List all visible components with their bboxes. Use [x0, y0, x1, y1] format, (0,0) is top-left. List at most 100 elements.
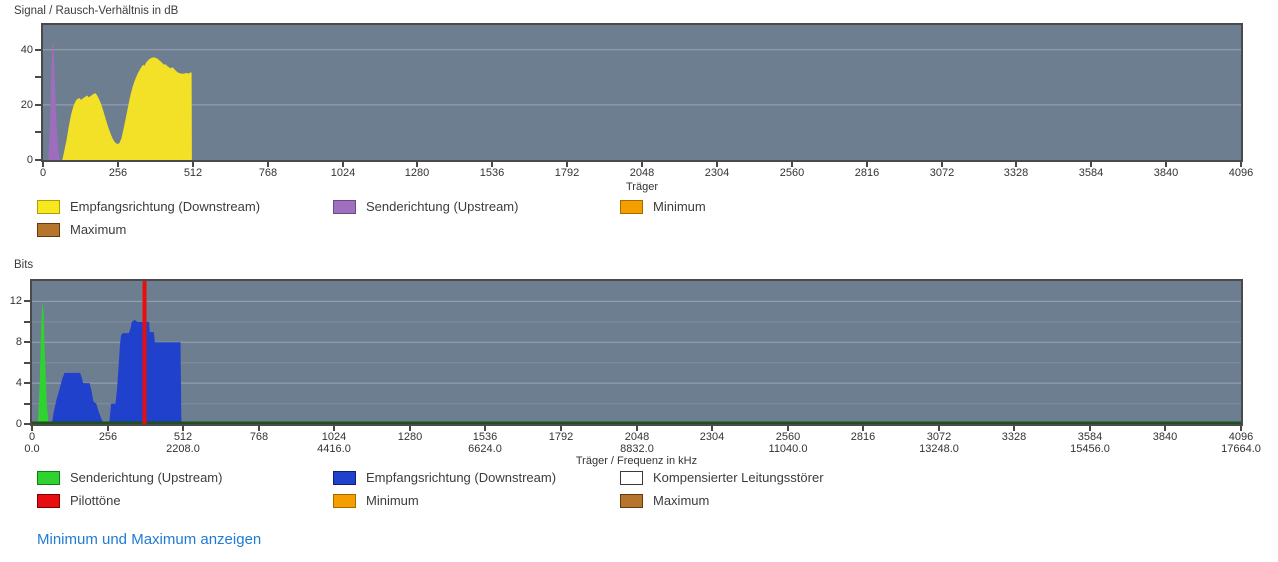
x-tick-mark — [866, 162, 868, 167]
x-tick-mark — [409, 426, 411, 431]
x-tick-label: 1024 — [330, 167, 356, 179]
y-tick-label: 4 — [15, 377, 22, 389]
legend-item: Senderichtung (Upstream) — [333, 199, 620, 214]
snr-xaxis-title: Träger — [626, 181, 658, 193]
x-tick-mark — [1015, 162, 1017, 167]
x-tick-label: 512 2208.0 — [166, 431, 200, 455]
bits-plot-area — [30, 279, 1243, 426]
x-tick-mark — [787, 426, 789, 431]
x-tick-label: 3328 — [1003, 167, 1029, 179]
x-tick-label: 3584 15456.0 — [1070, 431, 1110, 455]
y-tick-mark — [24, 341, 30, 343]
x-tick-label: 0 0.0 — [24, 431, 40, 455]
x-tick-mark — [333, 426, 335, 431]
y-tick-mark — [35, 131, 41, 133]
downstream-swatch-icon — [37, 199, 60, 214]
x-tick-mark — [1090, 162, 1092, 167]
x-tick-label: 256 — [98, 431, 118, 443]
x-tick-mark — [117, 162, 119, 167]
x-tick-mark — [862, 426, 864, 431]
legend-label: Minimum — [653, 199, 706, 214]
x-tick-label: 2816 — [854, 167, 880, 179]
x-tick-mark — [1240, 162, 1242, 167]
x-tick-mark — [107, 426, 109, 431]
legend-item: Minimum — [333, 493, 620, 508]
x-tick-label: 3328 — [1001, 431, 1027, 443]
legend-item: Pilottöne — [37, 493, 333, 508]
maximum-swatch-icon — [37, 222, 60, 237]
legend-item: Senderichtung (Upstream) — [37, 470, 333, 485]
x-tick-label: 2816 — [850, 431, 876, 443]
x-tick-mark — [416, 162, 418, 167]
upstream-swatch-icon — [37, 470, 60, 485]
x-tick-mark — [938, 426, 940, 431]
x-tick-label: 3584 — [1078, 167, 1104, 179]
legend-item: Empfangsrichtung (Downstream) — [333, 470, 620, 485]
show-minimum-maximum-link[interactable]: Minimum und Maximum anzeigen — [37, 531, 262, 548]
x-tick-label: 2560 — [779, 167, 805, 179]
pilottoene-swatch-icon — [37, 493, 60, 508]
x-tick-label: 2560 11040.0 — [768, 431, 808, 455]
x-tick-mark — [267, 162, 269, 167]
snr-plot-area — [41, 23, 1243, 162]
legend-label: Empfangsrichtung (Downstream) — [70, 199, 261, 214]
downstream-swatch-icon — [333, 470, 356, 485]
legend-label: Kompensierter Leitungsstörer — [653, 470, 824, 485]
y-tick-mark — [24, 403, 30, 405]
x-tick-mark — [182, 426, 184, 431]
x-tick-label: 2048 8832.0 — [620, 431, 654, 455]
bits-chart-title: Bits — [14, 259, 34, 271]
x-tick-label: 2304 — [704, 167, 730, 179]
y-tick-label: 12 — [9, 295, 22, 307]
x-tick-label: 3840 — [1152, 431, 1178, 443]
x-tick-label: 1280 — [397, 431, 423, 443]
x-tick-mark — [192, 162, 194, 167]
upstream-zero-line — [32, 421, 1241, 424]
x-tick-mark — [566, 162, 568, 167]
legend-label: Maximum — [653, 493, 710, 508]
x-tick-mark — [791, 162, 793, 167]
x-tick-label: 768 — [258, 167, 278, 179]
minimum-swatch-icon — [620, 199, 643, 214]
y-tick-mark — [35, 104, 41, 106]
legend-item: Empfangsrichtung (Downstream) — [37, 199, 333, 214]
x-tick-mark — [1089, 426, 1091, 431]
x-tick-label: 4096 17664.0 — [1221, 431, 1261, 455]
legend-label: Minimum — [366, 493, 419, 508]
x-tick-label: 1536 6624.0 — [468, 431, 502, 455]
x-tick-mark — [560, 426, 562, 431]
legend-label: Pilottöne — [70, 493, 121, 508]
kompensierter-leitungsstoerer-swatch-icon — [620, 470, 643, 485]
x-tick-mark — [491, 162, 493, 167]
x-tick-mark — [641, 162, 643, 167]
x-tick-label: 1792 — [548, 431, 574, 443]
upstream-swatch-icon — [333, 199, 356, 214]
snr-chart-svg — [43, 42, 1241, 160]
y-tick-label: 20 — [20, 99, 33, 111]
y-tick-label: 0 — [15, 418, 22, 430]
legend-label: Maximum — [70, 222, 127, 237]
legend-item: Minimum — [620, 199, 706, 214]
x-tick-label: 4096 — [1228, 167, 1254, 179]
x-tick-mark — [484, 426, 486, 431]
bits-chart-svg — [32, 281, 1241, 424]
x-tick-label: 3072 13248.0 — [919, 431, 959, 455]
upstream-bits-area — [37, 301, 49, 424]
y-tick-mark — [24, 300, 30, 302]
downstream-snr-area — [62, 57, 192, 160]
x-tick-mark — [31, 426, 33, 431]
y-tick-mark — [24, 423, 30, 425]
upstream-snr-area — [48, 42, 60, 160]
x-tick-label: 1280 — [404, 167, 430, 179]
snr-legend: Empfangsrichtung (Downstream) Senderichtu… — [37, 199, 706, 237]
legend-item: Maximum — [620, 493, 824, 508]
y-tick-mark — [24, 382, 30, 384]
x-tick-label: 3072 — [929, 167, 955, 179]
x-tick-mark — [42, 162, 44, 167]
x-tick-label: 1792 — [554, 167, 580, 179]
legend-label: Senderichtung (Upstream) — [366, 199, 519, 214]
y-tick-mark — [24, 321, 30, 323]
x-tick-mark — [711, 426, 713, 431]
downstream-bits-area — [51, 319, 182, 424]
